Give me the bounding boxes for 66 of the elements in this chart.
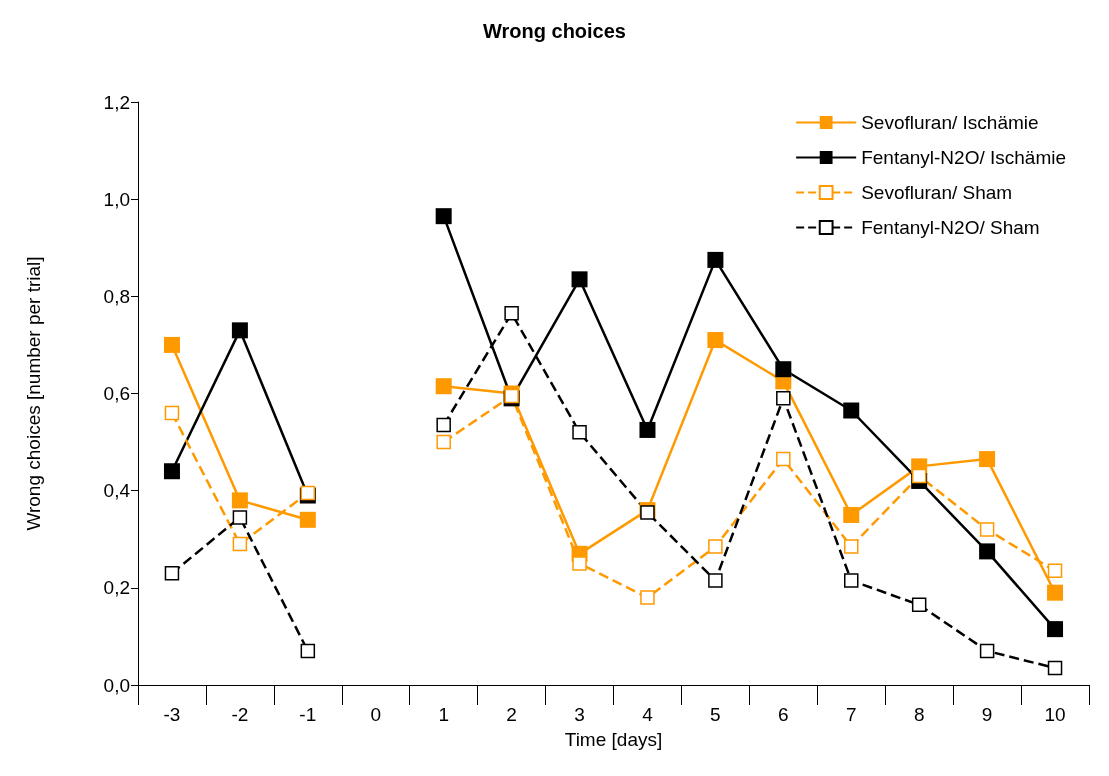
point: [1047, 660, 1063, 676]
x-tick-label: 1: [438, 704, 449, 725]
point: [299, 511, 316, 528]
point: [164, 566, 180, 581]
point: [572, 425, 587, 440]
x-tick-label: 10: [1044, 704, 1066, 725]
point: [979, 451, 996, 468]
point: [571, 271, 588, 288]
point: [435, 378, 452, 395]
x-tick-label: 4: [642, 704, 654, 725]
point: [639, 421, 656, 438]
x-tick-label: -2: [231, 704, 249, 725]
point: [232, 536, 248, 552]
x-tick-label: 9: [981, 704, 993, 725]
x-tick-label: -3: [163, 704, 181, 725]
y-tick-label: 0,8: [103, 285, 130, 307]
point: [911, 597, 927, 613]
point: [707, 251, 724, 268]
y-tick-label: 0,0: [103, 674, 130, 696]
point: [164, 405, 180, 421]
x-axis-title: Time [days]: [564, 729, 663, 750]
y-tick-label: 0,4: [103, 480, 131, 502]
y-tick-label: 1,0: [103, 188, 130, 210]
chart-title: Wrong choices: [483, 20, 626, 42]
y-tick-label: 0,6: [103, 383, 130, 404]
point: [707, 332, 724, 349]
point: [1047, 621, 1064, 638]
legend-label: Fentanyl-N2O/ Ischämie: [861, 147, 1067, 168]
legend-label: Sevofluran/ Ischämie: [861, 112, 1039, 133]
point: [436, 434, 451, 450]
x-tick-label: 5: [710, 704, 721, 725]
x-tick-label: -1: [299, 704, 317, 725]
point: [844, 573, 859, 588]
point: [843, 402, 860, 419]
point: [775, 361, 792, 378]
y-tick-label: 1,2: [103, 91, 130, 113]
x-tick-label: 0: [370, 704, 382, 725]
x-tick-label: 3: [574, 704, 585, 725]
y-axis-title: Wrong choices [number per trial]: [23, 256, 44, 531]
x-tick-label: 8: [913, 704, 925, 725]
point: [163, 463, 180, 480]
point: [231, 322, 248, 339]
point: [979, 522, 995, 537]
point: [232, 510, 248, 525]
point: [436, 417, 451, 433]
point: [231, 492, 248, 509]
y-tick-label: 0,2: [103, 577, 130, 599]
point: [776, 451, 791, 467]
x-tick-label: 6: [778, 704, 789, 725]
point: [1047, 563, 1063, 579]
point: [1047, 584, 1064, 601]
point: [911, 468, 927, 484]
point: [979, 643, 995, 659]
point: [435, 208, 452, 225]
point: [163, 336, 180, 353]
point: [979, 543, 996, 560]
point: [708, 573, 723, 588]
point: [504, 306, 519, 321]
point: [843, 506, 860, 523]
x-tick-label: 7: [845, 704, 857, 725]
point: [708, 539, 723, 554]
legend-label: Fentanyl-N2O/ Sham: [861, 217, 1040, 238]
point: [776, 391, 791, 406]
point: [300, 643, 316, 659]
x-tick-label: 2: [506, 704, 517, 725]
legend-label: Sevofluran/ Sham: [861, 182, 1013, 203]
